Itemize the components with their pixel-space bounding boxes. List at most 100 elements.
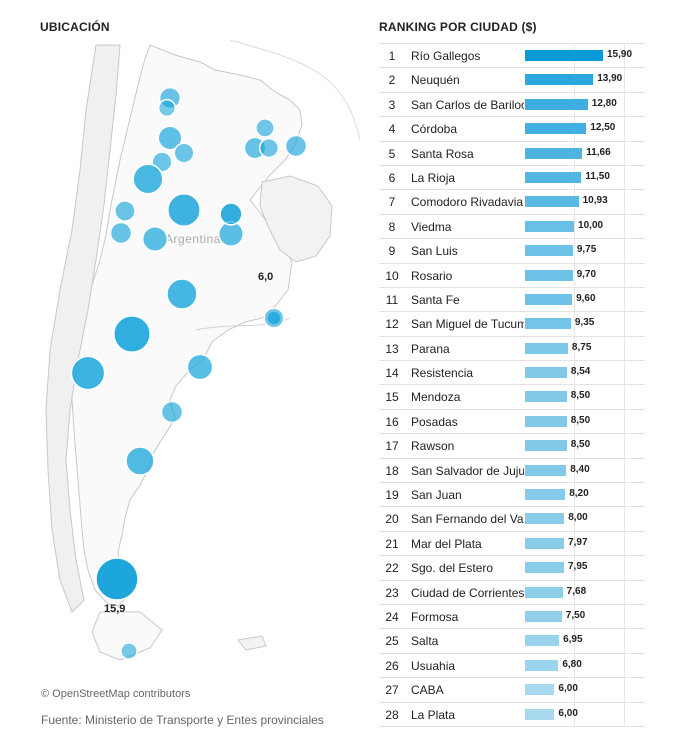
bar-track: 7,50 <box>525 604 643 629</box>
city-bubble[interactable] <box>255 118 275 138</box>
city-name: Formosa <box>411 609 459 624</box>
value-label: 11,66 <box>586 146 611 158</box>
city-bubble[interactable] <box>173 142 195 164</box>
city-bubble[interactable] <box>113 315 151 353</box>
rank-number: 13 <box>385 341 399 356</box>
value-bar[interactable] <box>525 610 562 622</box>
city-bubble[interactable] <box>95 557 139 601</box>
city-name: Santa Rosa <box>411 146 474 161</box>
value-label: 8,54 <box>570 366 591 378</box>
value-bar[interactable] <box>525 74 594 86</box>
rank-number: 18 <box>385 463 399 478</box>
bar-track: 9,35 <box>525 312 643 336</box>
value-bar[interactable] <box>525 440 567 452</box>
city-bubble[interactable] <box>186 353 214 381</box>
value-bar[interactable] <box>525 269 573 281</box>
value-bar[interactable] <box>525 245 573 257</box>
ranking-row: 14 Resistencia 8,54 <box>379 361 645 386</box>
min-value-label: 6,0 <box>258 271 273 283</box>
value-label: 6,95 <box>563 634 583 646</box>
city-bubble[interactable] <box>157 125 183 151</box>
bar-track: 8,54 <box>525 361 643 385</box>
value-label: 8,75 <box>571 341 592 353</box>
value-bar[interactable] <box>525 98 588 110</box>
value-label: 9,60 <box>576 292 596 304</box>
value-bar[interactable] <box>525 684 555 696</box>
city-bubble[interactable] <box>120 642 138 660</box>
ranking-row: 12 San Miguel de Tucumán 9,35 <box>379 312 645 337</box>
city-bubble[interactable] <box>160 400 184 424</box>
rank-number: 9 <box>388 244 396 259</box>
value-bar[interactable] <box>525 318 571 330</box>
value-bar[interactable] <box>525 367 567 379</box>
rank-number: 23 <box>385 585 399 600</box>
city-bubbles <box>70 86 308 660</box>
value-bar[interactable] <box>525 489 566 501</box>
ranking-row: 8 Viedma 10,00 <box>379 214 645 240</box>
city-bubble[interactable] <box>263 307 285 329</box>
value-bar[interactable] <box>525 708 555 720</box>
value-bar[interactable] <box>525 586 563 598</box>
city-bubble[interactable] <box>166 278 198 310</box>
city-name: Comodoro Rivadavia <box>411 195 524 210</box>
value-bar[interactable] <box>525 513 565 525</box>
ranking-row: 19 San Juan 8,20 <box>379 483 645 508</box>
city-bubble[interactable] <box>157 98 177 118</box>
city-bubble[interactable] <box>132 163 164 195</box>
city-name: Córdoba <box>411 122 458 137</box>
rank-number: 28 <box>385 707 399 722</box>
value-bar[interactable] <box>525 220 575 232</box>
value-label: 7,50 <box>565 609 586 621</box>
rank-number: 1 <box>388 49 396 63</box>
city-name: Rawson <box>411 439 455 454</box>
bar-track: 8,00 <box>525 507 643 531</box>
value-bar[interactable] <box>525 659 559 671</box>
city-bubble[interactable] <box>219 202 243 226</box>
city-bubble[interactable] <box>114 200 136 222</box>
city-name: Usuahia <box>411 658 456 673</box>
bar-track: 10,93 <box>525 190 643 214</box>
city-name: Mendoza <box>411 390 461 405</box>
value-bar[interactable] <box>525 537 565 549</box>
value-bar[interactable] <box>525 171 582 183</box>
value-bar[interactable] <box>525 50 603 61</box>
city-name: Mar del Plata <box>411 536 482 551</box>
ranking-row: 24 Formosa 7,50 <box>379 604 645 630</box>
ranking-row: 11 Santa Fe 9,60 <box>379 287 645 313</box>
city-bubble[interactable] <box>284 134 308 158</box>
city-name: Posadas <box>411 414 458 429</box>
bar-track: 8,40 <box>525 458 643 483</box>
rank-number: 15 <box>385 390 399 405</box>
city-name: La Plata <box>411 707 456 722</box>
value-bar[interactable] <box>525 147 583 159</box>
bar-track: 7,95 <box>525 556 643 580</box>
value-bar[interactable] <box>525 635 560 647</box>
value-bar[interactable] <box>525 464 567 476</box>
value-bar[interactable] <box>525 293 573 305</box>
ranking-row: 1 Río Gallegos 15,90 <box>379 44 645 69</box>
rank-number: 16 <box>385 414 399 429</box>
city-bubble[interactable] <box>125 446 155 476</box>
value-bar[interactable] <box>525 415 567 427</box>
rank-number: 14 <box>385 366 399 381</box>
city-bubble[interactable] <box>167 193 201 227</box>
argentina-map[interactable]: Argentina 6,0 15,9 <box>0 40 370 680</box>
bar-track: 11,50 <box>525 165 643 190</box>
city-bubble[interactable] <box>109 221 133 245</box>
value-label: 10,93 <box>582 195 608 207</box>
city-bubble[interactable] <box>258 137 280 159</box>
bar-track: 6,80 <box>525 653 643 678</box>
value-bar[interactable] <box>525 196 579 208</box>
ranking-row: 13 Parana 8,75 <box>379 336 645 362</box>
map-attribution[interactable]: © OpenStreetMap contributors <box>41 688 191 700</box>
value-bar[interactable] <box>525 562 564 574</box>
rank-number: 6 <box>388 170 396 185</box>
city-name: Neuquén <box>411 73 460 88</box>
city-bubble[interactable] <box>70 355 106 391</box>
city-bubble[interactable] <box>141 225 169 253</box>
value-bar[interactable] <box>525 391 567 403</box>
ranking-row: 16 Posadas 8,50 <box>379 409 645 435</box>
value-label: 8,50 <box>570 414 591 426</box>
value-bar[interactable] <box>525 342 568 354</box>
value-bar[interactable] <box>525 123 587 135</box>
